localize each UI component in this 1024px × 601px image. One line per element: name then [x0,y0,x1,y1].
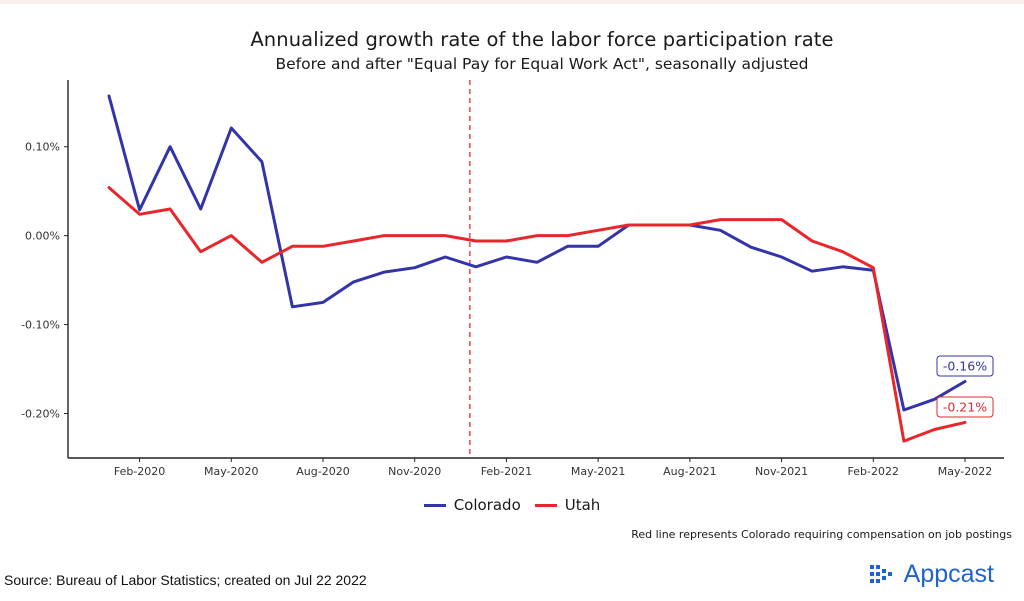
end-label-utah: -0.21% [943,400,987,415]
legend-label-utah: Utah [564,496,601,514]
y-tick-label: 0.00% [25,230,60,243]
y-tick-label: 0.10% [25,141,60,154]
top-accent-bar [0,0,1024,4]
legend-swatch-colorado [423,503,446,507]
chart-note: Red line represents Colorado requiring c… [631,528,1012,541]
x-tick-label: Nov-2021 [755,465,808,478]
y-tick-label: -0.10% [21,319,60,332]
legend-label-colorado: Colorado [453,496,521,514]
series-line-colorado [107,94,967,412]
legend-item-utah: Utah [534,496,601,514]
end-label-colorado: -0.16% [943,359,987,374]
x-tick-label: Feb-2020 [114,465,165,478]
x-tick-label: Nov-2020 [388,465,441,478]
x-tick-label: May-2022 [938,465,993,478]
x-tick-label: Aug-2021 [663,465,716,478]
y-tick-label: -0.20% [21,408,60,421]
x-tick-label: Aug-2020 [296,465,349,478]
chart-legend: Colorado Utah [0,496,1024,514]
x-tick-label: Feb-2021 [481,465,532,478]
x-tick-label: Feb-2022 [848,465,899,478]
source-caption: Source: Bureau of Labor Statistics; crea… [4,572,367,588]
brand-name: Appcast [903,560,994,588]
x-tick-label: May-2021 [571,465,626,478]
legend-item-colorado: Colorado [423,496,521,514]
appcast-logo-icon [869,564,892,583]
end-label-box-utah [936,396,994,418]
chart-title: Annualized growth rate of the labor forc… [250,28,834,51]
chart-subtitle: Before and after "Equal Pay for Equal Wo… [275,55,809,73]
series-line-utah [107,186,967,443]
legend-swatch-utah [534,503,557,507]
end-label-box-colorado [936,355,994,377]
brand-logo[interactable]: Appcast [869,560,994,589]
x-tick-label: May-2020 [204,465,259,478]
